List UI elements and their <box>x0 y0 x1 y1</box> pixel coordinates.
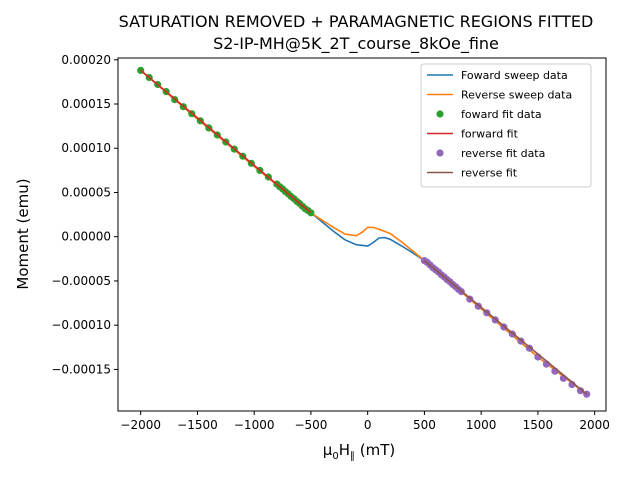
x-tick-label: −1000 <box>234 418 275 432</box>
legend-swatch <box>436 110 444 118</box>
plot-frame <box>117 57 607 412</box>
legend-label: forward fit <box>461 128 519 141</box>
legend-item: Foward sweep data <box>427 69 568 82</box>
y-tick-label: 0.00010 <box>61 141 111 155</box>
x-tick-label: −500 <box>294 418 327 432</box>
y-tick-label: −0.00005 <box>51 274 111 288</box>
y-tick-label: −0.00010 <box>51 318 111 332</box>
series-forward-fit <box>140 69 312 214</box>
x-tick-label: −1500 <box>177 418 218 432</box>
y-axis: 0.00020 0.00015 0.00010 0.00005 0.00000 −0.00… <box>51 53 118 376</box>
legend: Foward sweep data Reverse sweep data fowar… <box>420 63 592 188</box>
data-point <box>576 387 585 395</box>
y-tick-label: 0.00000 <box>61 230 111 244</box>
x-axis: −2000 −1500 −1000 −500 0 500 1000 1500 2000 <box>120 411 610 432</box>
legend-label: Reverse sweep data <box>461 89 572 102</box>
legend-swatch <box>436 149 444 157</box>
chart-title: SATURATION REMOVED + PARAMAGNETIC REGION… <box>119 12 594 31</box>
legend-label: Foward sweep data <box>461 69 568 82</box>
x-tick-label: 500 <box>413 418 436 432</box>
legend-label: reverse fit data <box>461 147 545 160</box>
x-axis-label-mu: μ <box>323 441 333 459</box>
y-tick-label: 0.00020 <box>61 53 111 67</box>
x-tick-label: 1500 <box>523 418 554 432</box>
x-axis-label-sub1: ∥ <box>350 451 355 462</box>
legend-item: forward fit <box>427 128 519 141</box>
legend-item: Reverse sweep data <box>427 89 572 102</box>
plot-area <box>137 66 591 398</box>
chart-subtitle: S2-IP-MH@5K_2T_course_8kOe_fine <box>213 34 499 54</box>
y-tick-label: 0.00015 <box>61 97 111 111</box>
legend-item: foward fit data <box>436 108 542 121</box>
series-reverse-fit <box>423 259 588 395</box>
x-tick-label: −2000 <box>120 418 161 432</box>
x-axis-label-h: H <box>339 441 350 459</box>
series-line-forward-fit <box>140 69 312 214</box>
x-axis-label: μ0H∥ (mT) <box>323 441 395 462</box>
legend-item: reverse fit <box>427 167 518 180</box>
y-axis-label: Moment (emu) <box>14 178 32 289</box>
x-axis-label-sub0: 0 <box>332 451 338 462</box>
x-axis-label-unit: (mT) <box>355 441 395 459</box>
legend-label: foward fit data <box>461 108 542 121</box>
x-tick-label: 0 <box>364 418 372 432</box>
axes-frame <box>117 57 607 412</box>
x-tick-label: 2000 <box>579 418 610 432</box>
y-tick-label: −0.00015 <box>51 362 111 376</box>
legend-item: reverse fit data <box>436 147 545 160</box>
series-line-reverse-fit <box>423 259 588 395</box>
legend-label: reverse fit <box>461 167 518 180</box>
legend-box <box>420 63 592 188</box>
y-tick-label: 0.00005 <box>61 185 111 199</box>
x-tick-label: 1000 <box>466 418 497 432</box>
